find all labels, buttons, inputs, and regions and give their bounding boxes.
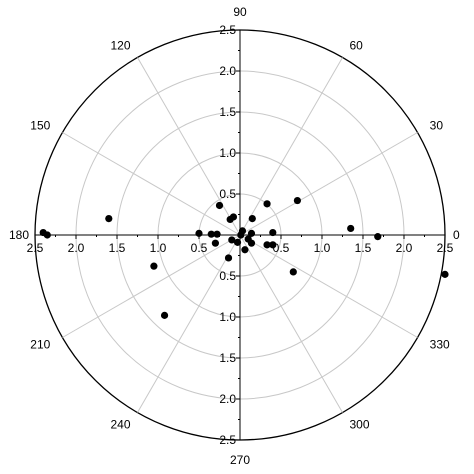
radial-tick-label: 0.5 xyxy=(273,241,290,255)
data-point xyxy=(215,201,224,210)
grid-spoke xyxy=(239,234,343,413)
data-point xyxy=(247,229,256,237)
angle-tick-label: 90 xyxy=(233,5,247,19)
angle-tick-label: 120 xyxy=(110,38,130,52)
angle-tick-label: 300 xyxy=(350,418,370,432)
angular-tick-labels: 0 30 60 90 120 150 180 210 240 270 300 330 xyxy=(9,5,460,467)
radial-tick-label: 1.5 xyxy=(219,105,236,119)
radial-tick-label: 2.0 xyxy=(219,64,236,78)
grid-spoke xyxy=(137,234,241,413)
data-point xyxy=(269,241,277,249)
angle-tick-label: 0 xyxy=(453,228,460,242)
radial-tick-label: 1.5 xyxy=(355,241,372,255)
radial-tick-label: 2.0 xyxy=(219,392,236,406)
radial-tick-label: 0.5 xyxy=(191,241,208,255)
data-point xyxy=(105,215,113,223)
angle-tick-label: 180 xyxy=(9,228,29,242)
radial-tick-label: 2.5 xyxy=(219,433,236,447)
radial-tick-label: 2.5 xyxy=(27,241,44,255)
data-point xyxy=(160,311,169,319)
radial-tick-label: 0.5 xyxy=(219,269,236,283)
angle-tick-label: 30 xyxy=(430,119,444,133)
angle-tick-label: 240 xyxy=(110,418,130,432)
data-point xyxy=(347,224,355,233)
data-point xyxy=(241,246,249,254)
data-point xyxy=(441,270,449,278)
data-point xyxy=(374,233,382,241)
radial-tick-label: 2.0 xyxy=(68,241,85,255)
angle-tick-label: 150 xyxy=(30,119,50,133)
data-point xyxy=(211,239,219,247)
data-point xyxy=(237,231,245,239)
data-point xyxy=(39,228,47,237)
radial-tick-labels: 0.5 0.5 0.5 0.5 1.0 1.0 1.0 1.0 1.5 1.5 1.5 1.5 2.0 2… xyxy=(27,23,454,447)
grid-spoke xyxy=(62,234,241,338)
radial-tick-label: 0.5 xyxy=(219,187,236,201)
data-point xyxy=(289,268,297,276)
data-point xyxy=(269,228,277,237)
angle-tick-label: 270 xyxy=(230,453,250,467)
data-point xyxy=(224,254,233,262)
radial-tick-label: 1.0 xyxy=(314,241,331,255)
radial-tick-label: 1.0 xyxy=(219,310,236,324)
radial-tick-label: 1.5 xyxy=(109,241,126,255)
radial-tick-label: 2.0 xyxy=(396,241,413,255)
data-point xyxy=(213,230,221,238)
data-points xyxy=(39,196,449,319)
radial-tick-label: 2.5 xyxy=(219,23,236,37)
data-point xyxy=(228,236,236,244)
radial-tick-label: 1.0 xyxy=(219,146,236,160)
radial-tick-label: 2.5 xyxy=(437,241,454,255)
data-point xyxy=(207,230,215,238)
grid-spoke xyxy=(239,132,418,236)
data-point xyxy=(248,215,256,223)
data-point xyxy=(195,229,203,237)
data-point xyxy=(233,238,242,246)
data-point xyxy=(293,196,301,205)
angle-tick-label: 330 xyxy=(430,338,450,352)
angle-tick-label: 210 xyxy=(30,338,50,352)
radial-tick-label: 1.0 xyxy=(150,241,167,255)
grid-spoke xyxy=(62,132,241,236)
data-point xyxy=(150,262,158,270)
data-point xyxy=(263,200,271,208)
angle-tick-label: 60 xyxy=(350,38,364,52)
data-point xyxy=(226,215,234,224)
grid-spoke xyxy=(239,57,343,236)
data-point xyxy=(244,235,252,243)
grid-spoke xyxy=(239,234,418,338)
radial-tick-label: 1.5 xyxy=(219,351,236,365)
data-point xyxy=(263,241,271,249)
